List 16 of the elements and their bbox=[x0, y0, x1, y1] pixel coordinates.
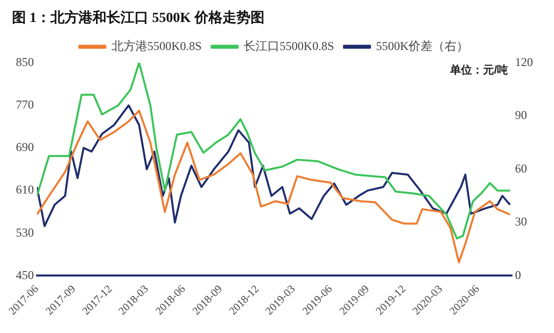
y-tick-label: 770 bbox=[16, 98, 34, 112]
y-tick-label: 450 bbox=[16, 268, 34, 282]
y-tick-label: 530 bbox=[16, 225, 34, 240]
legend-label: 5500K价差（右） bbox=[376, 38, 469, 53]
y-tick-label: 610 bbox=[16, 182, 34, 197]
annotation: 单位：元/吨 bbox=[448, 63, 508, 76]
y2-tick-label: 90 bbox=[515, 108, 527, 122]
y2-tick-label: 0 bbox=[515, 268, 521, 282]
y2-tick-label: 60 bbox=[515, 161, 527, 176]
legend-label: 北方港5500K0.8S bbox=[111, 38, 202, 53]
y-tick-label: 850 bbox=[16, 54, 34, 69]
y-tick-label: 690 bbox=[16, 140, 34, 154]
y2-tick-label: 120 bbox=[515, 54, 533, 69]
y2-tick-label: 30 bbox=[515, 214, 527, 229]
chart-title: 图 1：北方港和长江口 5500K 价格走势图 bbox=[12, 9, 264, 26]
legend-label: 长江口5500K0.8S bbox=[244, 38, 334, 53]
